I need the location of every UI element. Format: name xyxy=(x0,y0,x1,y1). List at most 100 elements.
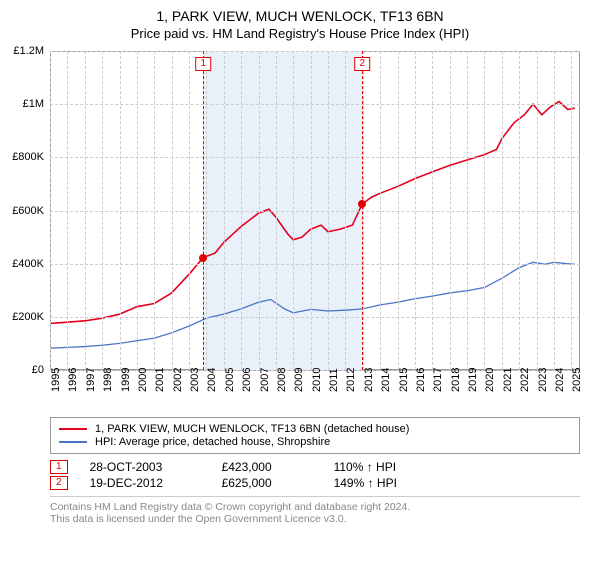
x-axis-label: 1997 xyxy=(81,368,97,392)
x-gridline xyxy=(206,51,207,370)
x-axis-label: 2019 xyxy=(463,368,479,392)
x-axis-label: 2015 xyxy=(394,368,410,392)
x-gridline xyxy=(311,51,312,370)
footer-line-2: This data is licensed under the Open Gov… xyxy=(50,513,580,525)
footer: Contains HM Land Registry data © Crown c… xyxy=(50,496,580,525)
x-gridline xyxy=(519,51,520,370)
x-axis-label: 2025 xyxy=(567,368,583,392)
x-axis-label: 2024 xyxy=(550,368,566,392)
event-row-1: 1 28-OCT-2003 £423,000 110% ↑ HPI xyxy=(50,460,580,474)
y-gridline xyxy=(50,104,580,105)
legend-swatch-1 xyxy=(59,428,87,430)
x-gridline xyxy=(85,51,86,370)
event-flag-on-chart: 1 xyxy=(195,57,211,71)
x-axis-label: 2007 xyxy=(255,368,271,392)
x-gridline xyxy=(467,51,468,370)
x-axis-label: 2011 xyxy=(324,368,340,392)
event-vline xyxy=(203,51,204,370)
series-line xyxy=(50,102,575,324)
x-axis-label: 2012 xyxy=(341,368,357,392)
x-gridline xyxy=(120,51,121,370)
y-gridline xyxy=(50,157,580,158)
x-gridline xyxy=(328,51,329,370)
x-axis-label: 2017 xyxy=(428,368,444,392)
x-gridline xyxy=(276,51,277,370)
y-axis-label: £600K xyxy=(12,205,50,217)
x-gridline xyxy=(50,51,51,370)
x-gridline xyxy=(415,51,416,370)
x-axis-label: 2000 xyxy=(133,368,149,392)
x-axis-label: 2013 xyxy=(359,368,375,392)
event-flag-2: 2 xyxy=(50,476,68,490)
x-gridline xyxy=(450,51,451,370)
x-gridline xyxy=(241,51,242,370)
event-flag-on-chart: 2 xyxy=(354,57,370,71)
x-axis-label: 2018 xyxy=(446,368,462,392)
x-axis-label: 2009 xyxy=(289,368,305,392)
x-gridline xyxy=(432,51,433,370)
series-line xyxy=(50,262,575,348)
x-axis-label: 2002 xyxy=(168,368,184,392)
event-pct-1: 110% ↑ HPI xyxy=(334,460,396,474)
y-axis-label: £200K xyxy=(12,311,50,323)
price-chart: £0£200K£400K£600K£800K£1M£1.2M1995199619… xyxy=(50,51,580,371)
x-axis-label: 2023 xyxy=(533,368,549,392)
x-axis-label: 2006 xyxy=(237,368,253,392)
x-gridline xyxy=(502,51,503,370)
legend-row-series2: HPI: Average price, detached house, Shro… xyxy=(59,436,571,448)
event-marker xyxy=(358,200,366,208)
event-vline xyxy=(362,51,363,370)
x-gridline xyxy=(398,51,399,370)
x-axis-label: 1996 xyxy=(63,368,79,392)
x-gridline xyxy=(137,51,138,370)
x-axis-label: 2020 xyxy=(480,368,496,392)
x-axis-label: 1999 xyxy=(116,368,132,392)
x-axis-label: 2016 xyxy=(411,368,427,392)
x-gridline xyxy=(67,51,68,370)
x-gridline xyxy=(380,51,381,370)
footer-line-1: Contains HM Land Registry data © Crown c… xyxy=(50,501,580,513)
x-axis-label: 2014 xyxy=(376,368,392,392)
x-axis-label: 1995 xyxy=(46,368,62,392)
legend: 1, PARK VIEW, MUCH WENLOCK, TF13 6BN (de… xyxy=(50,417,580,454)
event-price-2: £625,000 xyxy=(222,476,312,490)
legend-label-1: 1, PARK VIEW, MUCH WENLOCK, TF13 6BN (de… xyxy=(95,423,409,435)
x-axis-label: 2010 xyxy=(307,368,323,392)
legend-row-series1: 1, PARK VIEW, MUCH WENLOCK, TF13 6BN (de… xyxy=(59,423,571,435)
x-axis-label: 1998 xyxy=(98,368,114,392)
x-gridline xyxy=(554,51,555,370)
x-axis-label: 2004 xyxy=(202,368,218,392)
y-gridline xyxy=(50,211,580,212)
x-gridline xyxy=(293,51,294,370)
x-axis-label: 2003 xyxy=(185,368,201,392)
x-axis-label: 2021 xyxy=(498,368,514,392)
x-gridline xyxy=(172,51,173,370)
chart-title: 1, PARK VIEW, MUCH WENLOCK, TF13 6BN xyxy=(0,8,600,24)
x-axis-label: 2008 xyxy=(272,368,288,392)
chart-subtitle: Price paid vs. HM Land Registry's House … xyxy=(0,26,600,41)
x-gridline xyxy=(484,51,485,370)
event-flag-1: 1 xyxy=(50,460,68,474)
event-table: 1 28-OCT-2003 £423,000 110% ↑ HPI 2 19-D… xyxy=(50,460,580,490)
x-gridline xyxy=(154,51,155,370)
event-pct-2: 149% ↑ HPI xyxy=(334,476,397,490)
y-axis-label: £800K xyxy=(12,151,50,163)
y-axis-label: £1M xyxy=(23,98,50,110)
x-gridline xyxy=(345,51,346,370)
y-axis-label: £1.2M xyxy=(13,45,50,57)
event-marker xyxy=(199,254,207,262)
legend-swatch-2 xyxy=(59,441,87,443)
event-price-1: £423,000 xyxy=(222,460,312,474)
event-row-2: 2 19-DEC-2012 £625,000 149% ↑ HPI xyxy=(50,476,580,490)
y-gridline xyxy=(50,317,580,318)
x-gridline xyxy=(571,51,572,370)
legend-label-2: HPI: Average price, detached house, Shro… xyxy=(95,436,330,448)
x-axis-label: 2001 xyxy=(150,368,166,392)
y-axis-label: £400K xyxy=(12,258,50,270)
y-gridline xyxy=(50,264,580,265)
x-gridline xyxy=(537,51,538,370)
y-gridline xyxy=(50,51,580,52)
x-axis-label: 2022 xyxy=(515,368,531,392)
x-gridline xyxy=(259,51,260,370)
event-date-2: 19-DEC-2012 xyxy=(90,476,200,490)
